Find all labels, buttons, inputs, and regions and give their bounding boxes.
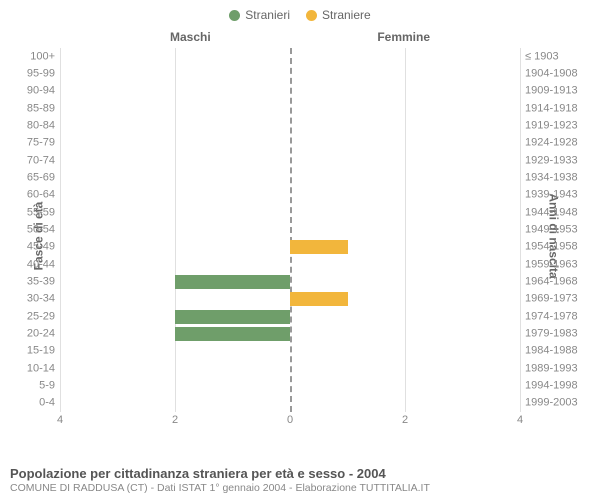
legend-swatch [306, 10, 317, 21]
bar-male [175, 275, 290, 289]
birth-year-label: 1959-1963 [520, 259, 578, 270]
age-row: 55-591944-1948 [60, 204, 520, 221]
age-row: 85-891914-1918 [60, 100, 520, 117]
age-row: 5-91994-1998 [60, 377, 520, 394]
chart-caption: Popolazione per cittadinanza straniera p… [10, 466, 590, 494]
birth-year-label: 1909-1913 [520, 86, 578, 97]
age-label: 45-49 [27, 242, 60, 253]
birth-year-label: 1994-1998 [520, 380, 578, 391]
birth-year-label: 1939-1943 [520, 190, 578, 201]
age-row: 50-541949-1953 [60, 221, 520, 238]
legend-label: Stranieri [245, 8, 290, 22]
age-label: 20-24 [27, 328, 60, 339]
age-label: 100+ [30, 51, 60, 62]
birth-year-label: 1934-1938 [520, 172, 578, 183]
age-row: 90-941909-1913 [60, 83, 520, 100]
birth-year-label: 1969-1973 [520, 294, 578, 305]
birth-year-label: 1999-2003 [520, 398, 578, 409]
age-row: 35-391964-1968 [60, 273, 520, 290]
birth-year-label: 1964-1968 [520, 276, 578, 287]
age-row: 65-691934-1938 [60, 169, 520, 186]
age-row: 0-41999-2003 [60, 395, 520, 412]
x-tick-label: 4 [57, 414, 63, 426]
age-row: 45-491954-1958 [60, 239, 520, 256]
age-label: 85-89 [27, 103, 60, 114]
age-row: 95-991904-1908 [60, 65, 520, 82]
age-label: 25-29 [27, 311, 60, 322]
age-label: 35-39 [27, 276, 60, 287]
birth-year-label: 1904-1908 [520, 68, 578, 79]
age-label: 70-74 [27, 155, 60, 166]
age-label: 40-44 [27, 259, 60, 270]
birth-year-label: 1924-1928 [520, 138, 578, 149]
age-row: 40-441959-1963 [60, 256, 520, 273]
x-tick-label: 0 [287, 414, 293, 426]
birth-year-label: 1929-1933 [520, 155, 578, 166]
legend-item: Stranieri [229, 8, 290, 22]
birth-year-label: 1949-1953 [520, 224, 578, 235]
x-tick-label: 2 [172, 414, 178, 426]
age-label: 5-9 [39, 380, 60, 391]
age-label: 0-4 [39, 398, 60, 409]
birth-year-label: 1954-1958 [520, 242, 578, 253]
x-axis: 4 2 0 2 4 [60, 414, 520, 430]
birth-year-label: 1944-1948 [520, 207, 578, 218]
legend-swatch [229, 10, 240, 21]
age-row: 80-841919-1923 [60, 117, 520, 134]
birth-year-label: 1989-1993 [520, 363, 578, 374]
caption-title: Popolazione per cittadinanza straniera p… [10, 466, 590, 481]
age-label: 50-54 [27, 224, 60, 235]
age-row: 70-741929-1933 [60, 152, 520, 169]
age-label: 55-59 [27, 207, 60, 218]
bar-female [290, 292, 348, 306]
age-row: 25-291974-1978 [60, 308, 520, 325]
age-label: 60-64 [27, 190, 60, 201]
age-label: 90-94 [27, 86, 60, 97]
plot-area: 100+≤ 190395-991904-190890-941909-191385… [60, 48, 520, 412]
age-row: 30-341969-1973 [60, 291, 520, 308]
bar-female [290, 240, 348, 254]
age-label: 10-14 [27, 363, 60, 374]
bar-male [175, 310, 290, 324]
age-label: 30-34 [27, 294, 60, 305]
population-pyramid-chart: Maschi Femmine Fasce di età Anni di nasc… [0, 26, 600, 446]
age-row: 20-241979-1983 [60, 325, 520, 342]
x-tick-label: 4 [517, 414, 523, 426]
birth-year-label: ≤ 1903 [520, 51, 559, 62]
age-row: 10-141989-1993 [60, 360, 520, 377]
legend-item: Straniere [306, 8, 371, 22]
age-row: 100+≤ 1903 [60, 48, 520, 65]
birth-year-label: 1984-1988 [520, 346, 578, 357]
birth-year-label: 1914-1918 [520, 103, 578, 114]
birth-year-label: 1919-1923 [520, 120, 578, 131]
age-label: 80-84 [27, 120, 60, 131]
legend-label: Straniere [322, 8, 371, 22]
age-label: 95-99 [27, 68, 60, 79]
bar-male [175, 327, 290, 341]
x-tick-label: 2 [402, 414, 408, 426]
age-row: 75-791924-1928 [60, 135, 520, 152]
age-label: 75-79 [27, 138, 60, 149]
caption-subtitle: COMUNE DI RADDUSA (CT) - Dati ISTAT 1° g… [10, 482, 590, 494]
age-row: 60-641939-1943 [60, 187, 520, 204]
column-title-female: Femmine [377, 30, 430, 44]
age-label: 65-69 [27, 172, 60, 183]
age-label: 15-19 [27, 346, 60, 357]
birth-year-label: 1974-1978 [520, 311, 578, 322]
column-title-male: Maschi [170, 30, 211, 44]
birth-year-label: 1979-1983 [520, 328, 578, 339]
legend: Stranieri Straniere [0, 0, 600, 26]
age-row: 15-191984-1988 [60, 343, 520, 360]
